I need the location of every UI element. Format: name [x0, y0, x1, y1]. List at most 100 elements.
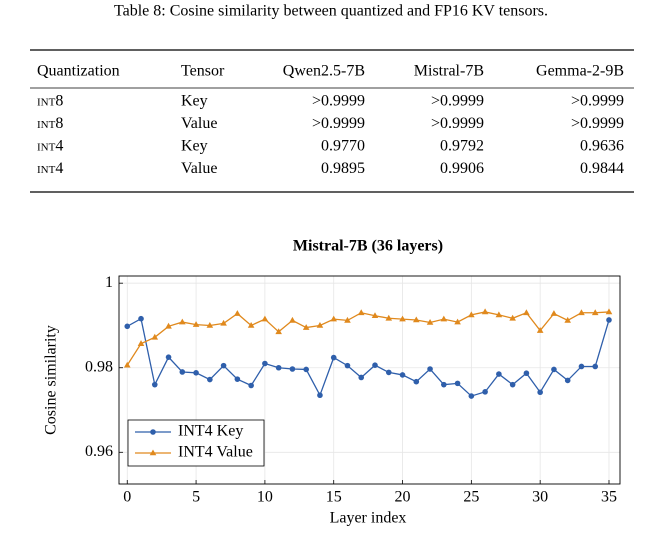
y-tick-label: 0.98 [85, 358, 113, 375]
table-cell: Key [181, 138, 208, 155]
x-tick-label: 25 [463, 489, 479, 506]
legend-label: INT4 Value [178, 444, 253, 461]
table-cell: Key [181, 93, 208, 110]
table-cell: 0.9895 [321, 160, 365, 177]
marker [372, 362, 378, 369]
table-cell: >0.9999 [312, 115, 365, 132]
table-header: Tensor [181, 63, 225, 80]
marker [234, 310, 241, 316]
marker [151, 381, 158, 388]
table-cell: >0.9999 [312, 93, 365, 110]
marker [454, 318, 461, 325]
marker [234, 376, 241, 382]
marker [357, 309, 365, 316]
table-cell: >0.9999 [571, 115, 624, 132]
series-line [126, 311, 610, 366]
table-cell: Value [181, 115, 217, 132]
marker [179, 318, 186, 325]
marker [150, 429, 156, 435]
marker [578, 309, 585, 316]
marker [206, 321, 214, 328]
marker [192, 321, 200, 327]
marker [289, 366, 296, 372]
table-cell: 0.9906 [440, 160, 484, 177]
marker [468, 311, 475, 318]
marker [564, 377, 571, 384]
marker [317, 392, 323, 399]
x-tick-label: 35 [601, 489, 617, 506]
marker [220, 319, 227, 326]
x-tick-label: 0 [123, 489, 131, 506]
marker [179, 369, 186, 375]
marker [262, 360, 268, 367]
marker [371, 312, 379, 319]
marker [151, 333, 159, 340]
table-cell: int8 [37, 115, 63, 132]
chart-title: Mistral-7B (36 layers) [293, 238, 443, 255]
marker [358, 374, 365, 381]
marker [275, 364, 282, 371]
table-cell: Value [181, 160, 217, 177]
marker [303, 366, 309, 373]
marker [289, 316, 296, 323]
marker [426, 319, 434, 325]
marker [495, 311, 503, 318]
legend-box [127, 419, 265, 467]
marker [220, 362, 227, 369]
marker [123, 361, 131, 368]
marker [509, 314, 516, 321]
legend-label: INT4 Key [178, 423, 243, 440]
marker [551, 366, 557, 373]
marker [316, 321, 324, 328]
table-cell: int8 [37, 93, 63, 110]
x-tick-label: 20 [395, 489, 411, 506]
marker [441, 381, 447, 388]
marker [344, 316, 351, 323]
marker [454, 380, 461, 387]
marker [248, 382, 254, 389]
marker [138, 315, 144, 322]
marker [591, 309, 599, 316]
x-tick-label: 15 [326, 489, 342, 506]
table-cell: 0.9636 [580, 138, 624, 155]
marker [385, 314, 393, 321]
x-tick-label: 10 [257, 489, 273, 506]
marker [564, 316, 571, 323]
y-axis-label: Cosine similarity [43, 325, 60, 435]
marker [193, 370, 199, 376]
marker [124, 323, 131, 330]
series-line [126, 317, 610, 397]
marker [578, 363, 585, 370]
marker [468, 393, 475, 399]
table-cell: >0.9999 [571, 93, 624, 110]
table-cell: int4 [37, 138, 63, 155]
marker [412, 316, 420, 323]
table-caption: Table 8: Cosine similarity between quant… [114, 3, 548, 20]
marker [399, 315, 406, 322]
marker [523, 309, 530, 316]
marker [247, 321, 255, 328]
table-header: Qwen2.5-7B [283, 63, 365, 80]
table-cell: 0.9844 [580, 160, 624, 177]
table-cell: 0.9792 [440, 138, 484, 155]
marker [482, 389, 488, 395]
table-header: Quantization [37, 63, 120, 80]
table-cell: int4 [37, 160, 63, 177]
marker [536, 327, 544, 333]
marker [605, 308, 613, 315]
marker [330, 315, 338, 322]
marker [413, 378, 420, 385]
marker [537, 389, 543, 396]
marker [344, 362, 351, 369]
marker [523, 370, 530, 377]
marker [550, 310, 558, 316]
marker [385, 369, 392, 376]
table-cell: 0.9770 [321, 138, 365, 155]
marker [137, 340, 145, 346]
table-header: Mistral-7B [414, 63, 484, 80]
marker [509, 381, 516, 388]
marker [496, 371, 502, 377]
marker [606, 317, 612, 323]
table-cell: >0.9999 [431, 115, 484, 132]
